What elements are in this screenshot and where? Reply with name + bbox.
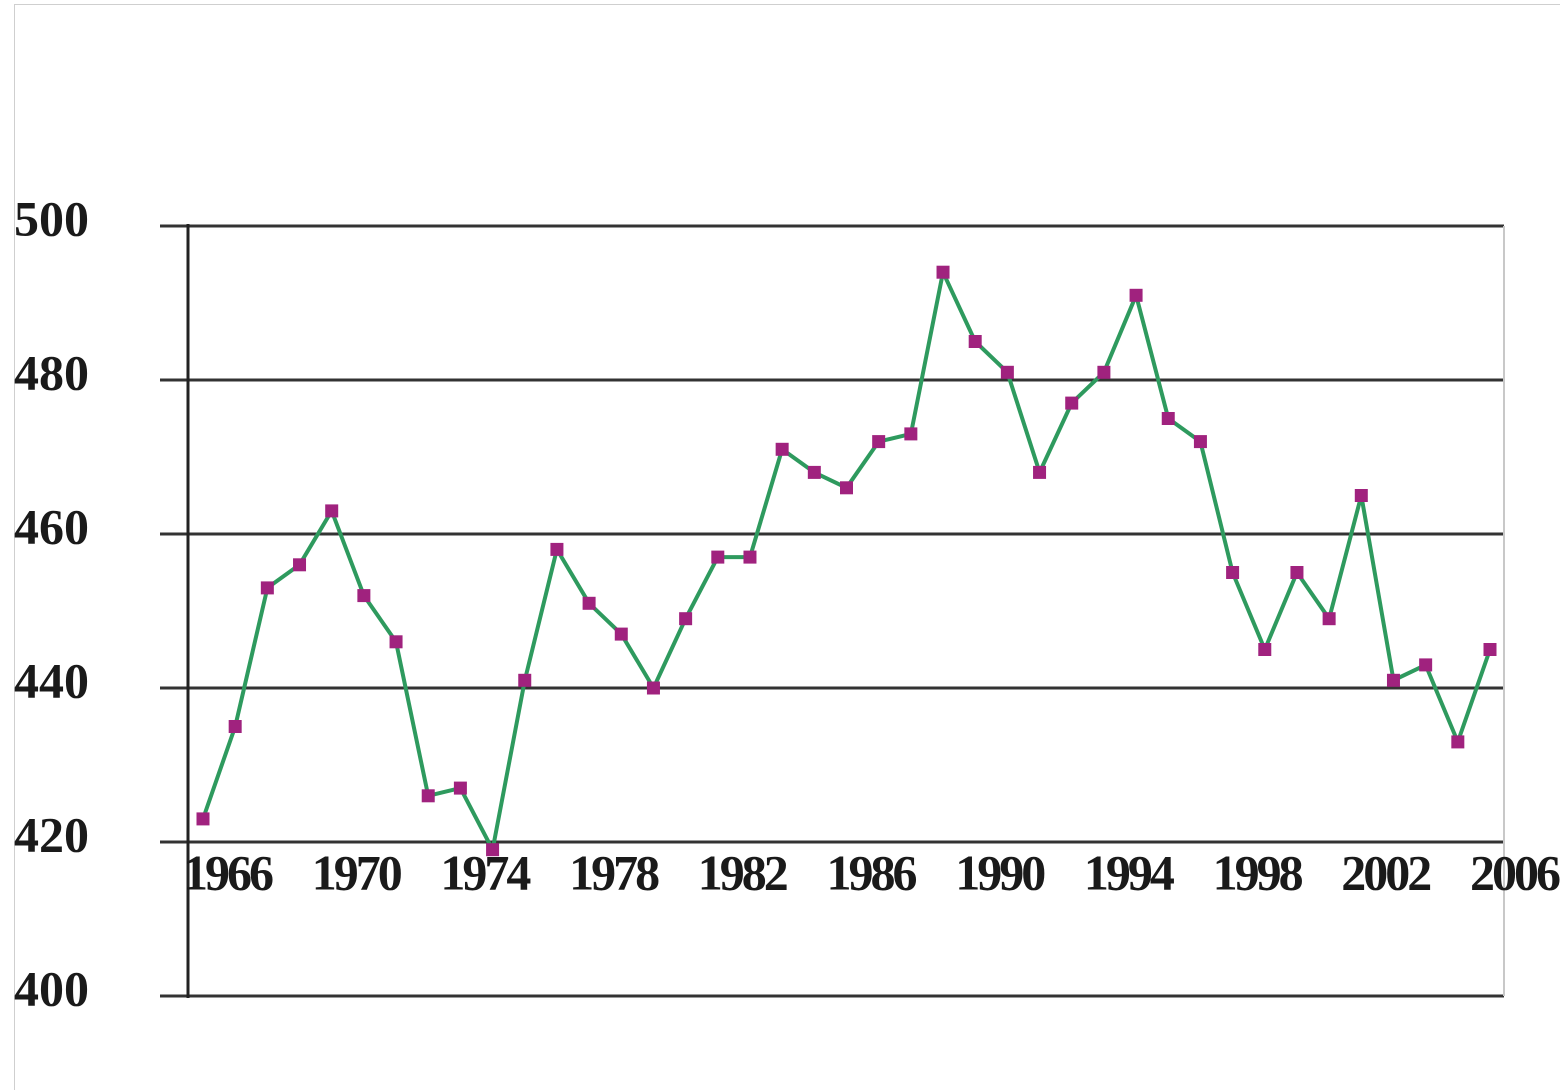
data-point-1976 <box>518 673 532 687</box>
y-tick-label-440: 440 <box>14 652 89 708</box>
data-point-1977 <box>550 542 564 556</box>
data-point-2006 <box>1483 643 1497 656</box>
x-tick-label-1994: 1994 <box>1084 844 1175 900</box>
x-tick-label-1970: 1970 <box>312 844 402 900</box>
data-point-1979 <box>614 627 628 641</box>
y-tick-label-400: 400 <box>14 960 89 1016</box>
y-tick-label-460: 460 <box>14 498 89 554</box>
data-point-1981 <box>679 612 693 626</box>
data-point-1996 <box>1161 412 1175 425</box>
x-tick-label-1978: 1978 <box>569 844 659 900</box>
x-tick-label-1990: 1990 <box>955 844 1045 900</box>
data-point-1988 <box>904 427 918 441</box>
x-tick-label-1998: 1998 <box>1213 844 1303 900</box>
data-point-1984 <box>775 442 789 456</box>
x-tick-label-2006: 2006 <box>1470 844 1560 900</box>
gridlines <box>160 224 1504 998</box>
data-point-1997 <box>1193 435 1207 449</box>
data-point-2004 <box>1419 658 1433 672</box>
data-point-2005 <box>1451 735 1465 749</box>
data-point-1993 <box>1065 396 1079 410</box>
data-point-1990 <box>968 335 982 348</box>
data-point-1983 <box>743 550 757 564</box>
x-tick-label-2002: 2002 <box>1341 844 1430 900</box>
data-point-1991 <box>1000 365 1014 379</box>
data-point-2000 <box>1290 566 1304 579</box>
data-point-1980 <box>646 681 660 695</box>
data-point-1971 <box>357 589 371 603</box>
data-point-1978 <box>582 596 596 610</box>
data-point-1987 <box>872 435 886 449</box>
data-point-1982 <box>711 550 725 564</box>
chart-frame <box>14 4 1560 1090</box>
data-point-1967 <box>228 720 242 733</box>
data-point-1966 <box>196 812 210 826</box>
data-point-1998 <box>1226 566 1240 579</box>
x-tick-label-1986: 1986 <box>827 844 917 900</box>
data-point-1972 <box>389 635 403 649</box>
y-tick-label-480: 480 <box>14 344 89 400</box>
data-point-1974 <box>453 781 467 795</box>
data-point-1975 <box>486 843 500 857</box>
x-tick-label-1966: 1966 <box>183 844 273 900</box>
data-point-1985 <box>807 465 821 479</box>
series-layer <box>196 265 1497 857</box>
tick-labels: 400 420 440 460 480 500 1966 1970 1974 1978 1982 19… <box>14 190 1560 1016</box>
y-tick-label-500: 500 <box>14 190 89 246</box>
x-tick-label-1982: 1982 <box>698 844 787 900</box>
data-point-1970 <box>325 504 339 518</box>
data-point-1999 <box>1258 643 1272 656</box>
series-line-0 <box>201 270 1492 852</box>
axes <box>186 224 1505 998</box>
data-point-2001 <box>1322 612 1336 626</box>
data-point-1994 <box>1097 365 1111 379</box>
data-point-1973 <box>421 789 435 803</box>
data-point-1995 <box>1129 288 1143 302</box>
data-point-2003 <box>1386 673 1400 687</box>
y-tick-label-420: 420 <box>14 806 89 862</box>
data-point-1969 <box>293 558 307 572</box>
data-point-1992 <box>1033 465 1047 479</box>
data-point-2002 <box>1354 489 1368 502</box>
x-tick-label-1974: 1974 <box>440 844 531 900</box>
data-point-1986 <box>840 481 853 495</box>
data-point-1989 <box>936 265 950 279</box>
data-point-1968 <box>260 581 274 595</box>
